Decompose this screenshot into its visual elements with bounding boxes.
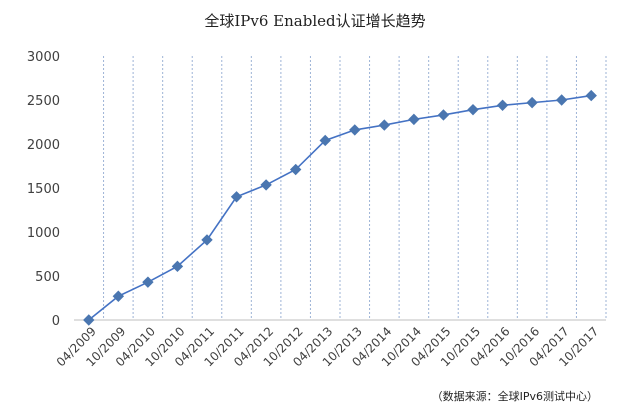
data-point <box>142 276 154 288</box>
data-point <box>260 179 272 191</box>
chart-title: 全球IPv6 Enabled认证增长趋势 <box>204 12 426 30</box>
series-group <box>83 89 597 326</box>
y-tick-label: 500 <box>35 270 60 285</box>
data-point <box>378 119 391 131</box>
data-point <box>496 99 509 111</box>
x-tick-labels: 04/200910/200904/201010/201004/201110/20… <box>54 324 602 369</box>
data-point <box>289 163 302 176</box>
y-tick-label: 1500 <box>27 182 60 197</box>
data-point <box>319 134 331 147</box>
y-tick-label: 2000 <box>27 138 60 153</box>
y-tick-label: 1000 <box>27 226 60 241</box>
data-point <box>585 89 597 102</box>
data-point <box>437 109 450 121</box>
y-tick-label: 0 <box>52 314 60 329</box>
grid-lines <box>103 56 607 320</box>
data-point <box>83 314 95 326</box>
source-note: （数据来源：全球IPv6测试中心） <box>431 390 598 403</box>
data-point <box>230 191 243 203</box>
data-point <box>526 96 538 109</box>
y-tick-label: 3000 <box>27 50 60 65</box>
y-tick-label: 2500 <box>27 94 60 109</box>
data-point <box>201 234 213 246</box>
data-point <box>555 94 568 106</box>
data-point <box>171 260 184 273</box>
data-point <box>408 113 420 126</box>
data-point <box>349 124 361 136</box>
data-point <box>467 103 479 116</box>
data-point <box>112 290 125 302</box>
y-tick-labels: 0 500 1000 1500 2000 2500 3000 <box>27 50 60 329</box>
